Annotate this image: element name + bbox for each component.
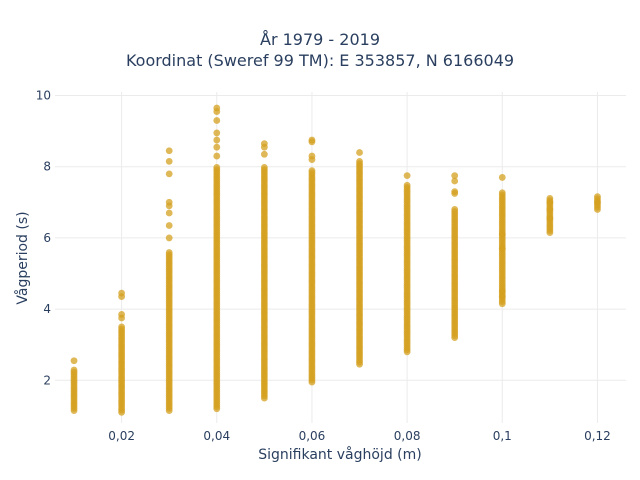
data-point (451, 172, 459, 180)
data-point (451, 188, 459, 196)
data-point (498, 174, 506, 181)
data-point (308, 136, 316, 144)
data-point (165, 234, 173, 242)
data-point (498, 230, 506, 238)
x-tick-label: 0,12 (584, 429, 611, 443)
data-point (213, 136, 221, 144)
data-point (546, 214, 554, 222)
data-point (403, 181, 411, 189)
data-point (118, 311, 126, 318)
data-column (165, 147, 173, 414)
data-point (546, 198, 554, 206)
y-axis-title: Vågperiod (s) (15, 211, 31, 305)
data-point (498, 245, 506, 253)
data-point (594, 193, 601, 201)
y-tick-label: 8 (43, 160, 51, 174)
data-column (403, 172, 411, 356)
data-point (213, 104, 221, 112)
x-tick-labels: 0,02 0,04 0,06 0,08 0,1 0,12 (108, 429, 611, 443)
x-tick-label: 0,1 (493, 429, 512, 443)
data-column (498, 174, 506, 308)
data-point (213, 143, 221, 151)
data-point (260, 164, 268, 171)
data-point (308, 167, 316, 175)
y-tick-label: 2 (43, 373, 51, 387)
data-column (356, 149, 363, 368)
plot-background (55, 92, 626, 423)
y-tick-labels: 2 4 6 8 10 (36, 89, 51, 388)
data-point (213, 164, 221, 171)
data-point (594, 198, 601, 206)
data-column (213, 104, 221, 413)
x-tick-label: 0,02 (108, 429, 135, 443)
x-tick-label: 0,06 (299, 429, 326, 443)
data-point (165, 209, 173, 217)
x-axis-title: Signifikant våghöjd (m) (258, 447, 422, 463)
data-point (213, 152, 221, 160)
data-point (165, 249, 173, 256)
data-point (498, 293, 506, 301)
data-point (165, 170, 173, 178)
y-tick-label: 4 (43, 302, 51, 316)
y-tick-label: 6 (43, 231, 51, 245)
chart-subtitle: Koordinat (Sweref 99 TM): E 353857, N 61… (125, 51, 515, 70)
data-point (356, 149, 363, 156)
data-point (165, 147, 173, 155)
data-point (213, 117, 221, 124)
data-point (70, 357, 78, 365)
data-column (594, 193, 601, 213)
data-point (118, 323, 126, 331)
data-column (260, 140, 268, 402)
data-point (498, 287, 506, 295)
data-point (165, 198, 173, 206)
x-tick-label: 0,04 (203, 429, 230, 443)
chart-title: År 1979 - 2019 (260, 30, 380, 49)
data-point (260, 150, 268, 158)
data-point (498, 189, 506, 197)
data-column (118, 289, 126, 416)
data-column (70, 357, 78, 414)
data-point (118, 289, 126, 297)
data-column (451, 172, 459, 341)
data-point (403, 172, 411, 180)
y-tick-label: 10 (36, 89, 51, 103)
data-point (213, 129, 221, 137)
x-tick-label: 0,08 (394, 429, 421, 443)
data-column (546, 195, 554, 236)
data-point (165, 222, 173, 229)
data-point (165, 158, 173, 165)
data-point (70, 366, 78, 374)
data-point (356, 158, 363, 165)
data-point (451, 206, 459, 213)
data-point (546, 206, 554, 213)
data-points (70, 104, 601, 416)
data-point (451, 177, 459, 185)
data-point (308, 152, 316, 160)
data-point (260, 140, 268, 148)
data-column (308, 136, 316, 386)
